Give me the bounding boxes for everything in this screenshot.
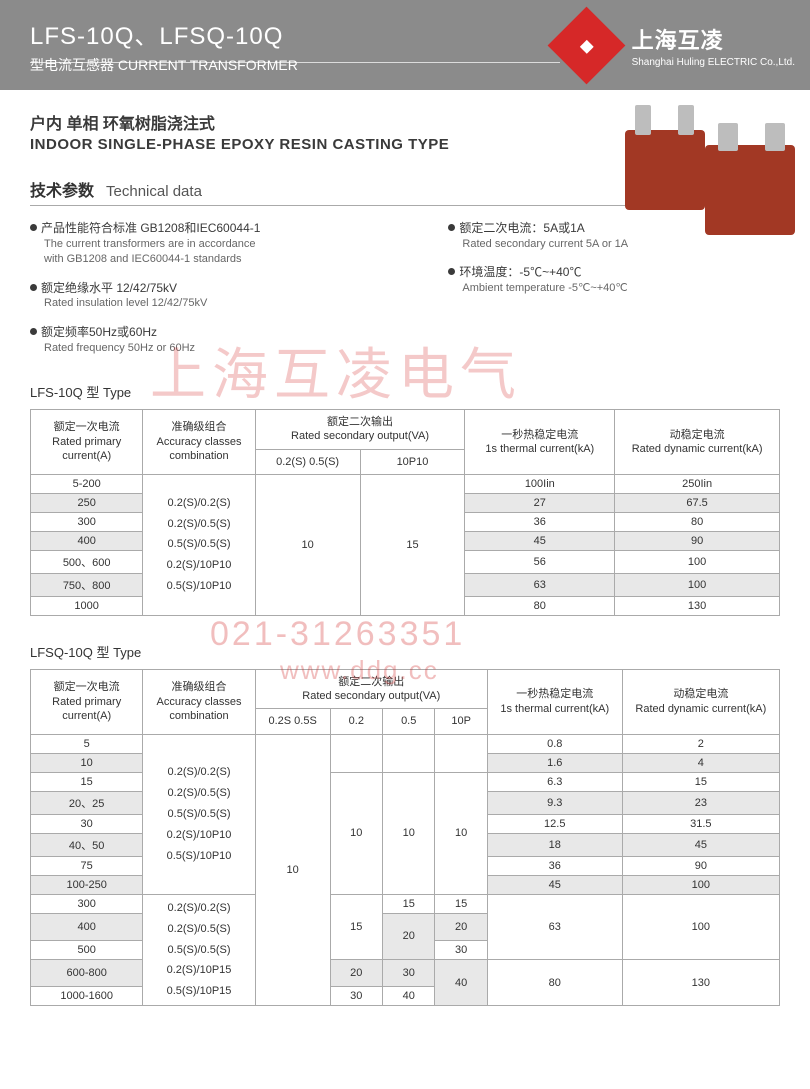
table1: 额定一次电流Rated primary current(A)准确级组合Accur… — [30, 409, 780, 616]
bullet-item: 环境温度：-5℃~+40℃Ambient temperature -5℃~+40… — [448, 264, 780, 296]
logo-icon: ◆ — [547, 6, 625, 84]
bullet-item: 额定绝缘水平 12/42/75kVRated insulation level … — [30, 280, 398, 312]
logo-text: 上海互凌 Shanghai Huling ELECTRIC Co.,Ltd. — [632, 23, 795, 68]
section-en: Technical data — [106, 183, 202, 200]
bullet-item: 产品性能符合标准 GB1208和IEC60044-1The current tr… — [30, 220, 398, 268]
bullet-item: 额定频率50Hz或60HzRated frequency 50Hz or 60H… — [30, 324, 398, 356]
logo-en: Shanghai Huling ELECTRIC Co.,Ltd. — [632, 57, 795, 68]
product-image — [620, 95, 800, 245]
bullet-col-left: 产品性能符合标准 GB1208和IEC60044-1The current tr… — [30, 220, 398, 368]
table2-label: LFSQ-10Q 型 Type — [30, 642, 780, 661]
logo-cn: 上海互凌 — [632, 23, 795, 55]
table1-label: LFS-10Q 型 Type — [30, 382, 780, 401]
banner-divider — [30, 62, 560, 63]
content: 户内 单相 环氧树脂浇注式 INDOOR SINGLE-PHASE EPOXY … — [0, 90, 810, 1026]
banner: LFS-10Q、LFSQ-10Q 型电流互感器 CURRENT TRANSFOR… — [0, 0, 810, 90]
title-main: LFS-10Q、LFSQ-10Q — [30, 16, 298, 51]
table2: 额定一次电流Rated primary current(A)准确级组合Accur… — [30, 669, 780, 1006]
banner-titles: LFS-10Q、LFSQ-10Q 型电流互感器 CURRENT TRANSFOR… — [30, 16, 298, 75]
title-sub: 型电流互感器 CURRENT TRANSFORMER — [30, 55, 298, 75]
section-cn: 技术参数 — [30, 177, 94, 201]
logo-block: ◆ 上海互凌 Shanghai Huling ELECTRIC Co.,Ltd. — [551, 0, 795, 90]
